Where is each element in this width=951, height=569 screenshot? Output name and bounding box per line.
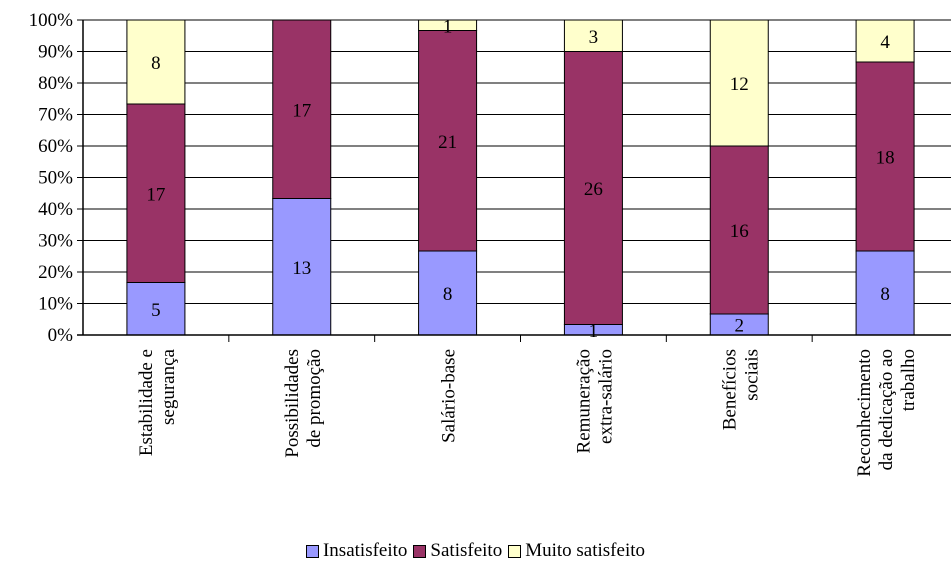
data-label: 4	[880, 32, 890, 53]
data-label: 26	[584, 179, 603, 200]
bar-segment	[418, 19, 478, 31]
x-tick-label: Remuneraçãoextra-salário	[573, 349, 616, 453]
data-label: 1	[589, 321, 599, 342]
y-tick-label: 100%	[29, 10, 74, 31]
bar-segment	[272, 19, 332, 199]
bar-segment	[126, 282, 186, 336]
x-tick-label: Estabilidade esegurança	[136, 348, 179, 456]
y-tick-label: 30%	[38, 231, 73, 252]
legend-item: Muito satisfeito	[508, 540, 645, 562]
data-label: 16	[730, 221, 749, 242]
bar-segment	[563, 19, 623, 52]
y-tick-label: 80%	[38, 73, 73, 94]
data-label: 8	[151, 53, 161, 74]
data-label: 13	[292, 258, 311, 279]
y-tick-label: 90%	[38, 42, 73, 63]
bar-segment	[418, 250, 478, 336]
data-label: 5	[151, 300, 161, 321]
x-tick-label: Reconhecimentoda dedicação aotrabalho	[854, 349, 919, 477]
x-tick-label: Salário-base	[439, 349, 460, 443]
data-label: 1	[443, 16, 453, 37]
legend-label: Satisfeito	[430, 540, 503, 561]
legend-item: Insatisfeito	[305, 540, 408, 562]
bar-segment	[126, 19, 186, 105]
y-tick-label: 40%	[38, 199, 73, 220]
legend: Insatisfeito Satisfeito Muito satisfeito	[0, 540, 951, 564]
data-label: 17	[292, 100, 311, 121]
bar-segment	[855, 250, 915, 336]
bar-segment	[563, 51, 623, 325]
bar-segment	[126, 103, 186, 283]
data-label: 17	[146, 184, 165, 205]
legend-swatch	[413, 544, 427, 558]
bar-segment	[855, 19, 915, 63]
legend-label: Insatisfeito	[322, 540, 408, 561]
data-label: 3	[589, 27, 599, 48]
bar-segment	[709, 19, 769, 147]
legend-item: Satisfeito	[413, 540, 502, 562]
data-label: 18	[876, 148, 895, 169]
legend-swatch	[305, 544, 319, 558]
x-tick-label: Possibilidadesde promoção	[282, 349, 325, 458]
y-tick-label: 60%	[38, 136, 73, 157]
legend-label: Muito satisfeito	[525, 540, 646, 561]
bar-segment	[855, 61, 915, 252]
y-tick-label: 10%	[38, 294, 73, 315]
x-tick-label: Benefíciossociais	[719, 349, 762, 430]
legend-swatch	[508, 544, 522, 558]
bar-segment	[418, 30, 478, 252]
y-tick-label: 20%	[38, 262, 73, 283]
y-tick-label: 50%	[38, 168, 73, 189]
bar-segment	[709, 145, 769, 315]
y-tick-label: 0%	[48, 325, 74, 346]
data-label: 8	[880, 284, 890, 305]
data-label: 2	[735, 316, 745, 337]
y-tick-label: 70%	[38, 105, 73, 126]
data-label: 12	[730, 74, 749, 95]
data-label: 21	[438, 132, 457, 153]
data-label: 8	[443, 284, 453, 305]
